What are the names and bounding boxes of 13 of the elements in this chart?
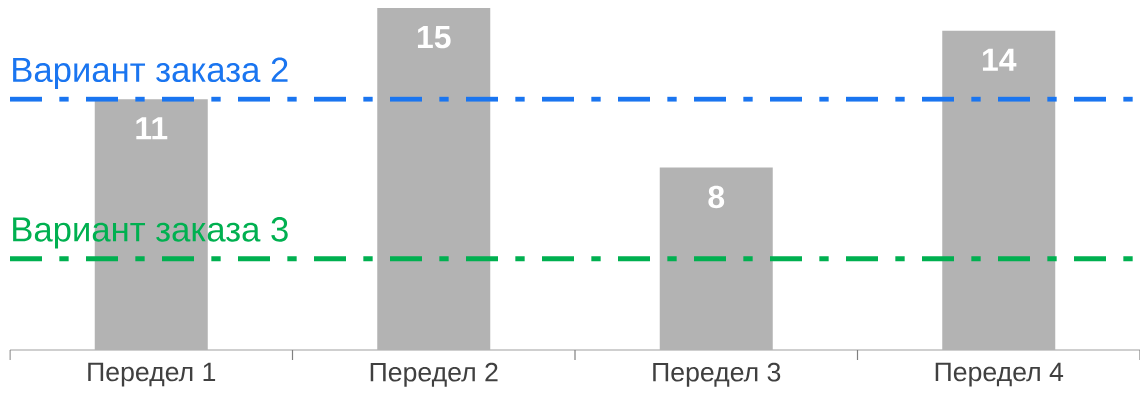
ref-line-label: Вариант заказа 3 xyxy=(13,217,288,249)
x-tick-label: Передел 3 xyxy=(653,362,781,387)
x-tick-label: Передел 2 xyxy=(370,362,498,387)
bar xyxy=(659,167,773,350)
ref-line-label: Вариант заказа 2 xyxy=(13,57,288,89)
bar xyxy=(942,30,1056,350)
x-tick-label: Передел 4 xyxy=(935,362,1064,387)
data-label: 15 xyxy=(417,26,451,49)
data-label: 8 xyxy=(708,185,725,209)
x-tick-label: Передел 1 xyxy=(88,362,216,387)
data-label: 14 xyxy=(982,48,1017,71)
data-label: 11 xyxy=(136,117,168,140)
bar xyxy=(377,8,491,350)
